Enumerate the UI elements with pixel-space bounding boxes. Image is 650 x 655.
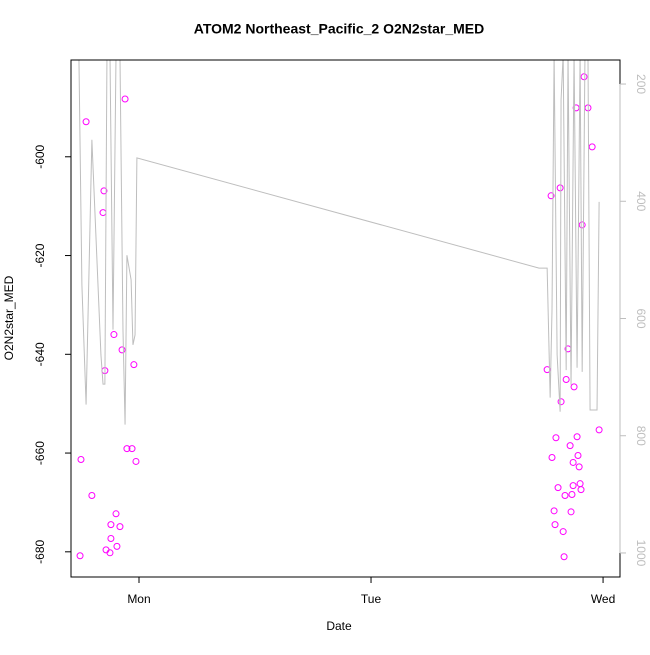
y-tick-label: -660 bbox=[33, 441, 47, 465]
data-point bbox=[112, 510, 120, 518]
data-point bbox=[130, 361, 138, 369]
data-point bbox=[118, 346, 126, 354]
data-point bbox=[82, 118, 90, 126]
data-point bbox=[76, 552, 84, 560]
data-point bbox=[575, 463, 583, 471]
x-tick-label: Mon bbox=[127, 592, 150, 606]
data-point bbox=[577, 486, 585, 494]
data-point bbox=[574, 452, 582, 460]
data-point bbox=[113, 542, 121, 550]
data-point bbox=[100, 187, 108, 195]
data-line bbox=[78, 60, 600, 425]
data-point bbox=[88, 492, 96, 500]
data-point bbox=[569, 482, 577, 490]
y-tick-label: -640 bbox=[33, 342, 47, 366]
data-point bbox=[568, 491, 576, 499]
data-point bbox=[132, 457, 140, 465]
y2-tick-label: 600 bbox=[634, 308, 648, 328]
x-tick-label: Tue bbox=[361, 592, 382, 606]
data-point bbox=[561, 492, 569, 500]
data-point bbox=[562, 375, 570, 383]
data-point bbox=[77, 455, 85, 463]
data-point bbox=[548, 454, 556, 462]
data-point bbox=[559, 528, 567, 536]
y2-tick-label: 400 bbox=[634, 191, 648, 211]
x-tick-label: Wed bbox=[591, 592, 615, 606]
data-point bbox=[123, 445, 131, 453]
data-point bbox=[550, 507, 558, 515]
data-point bbox=[107, 521, 115, 529]
data-point bbox=[543, 366, 551, 374]
y-tick-label: -600 bbox=[33, 144, 47, 168]
data-point bbox=[128, 445, 136, 453]
y-axis-label: O2N2star_MED bbox=[2, 275, 16, 360]
data-point bbox=[556, 184, 564, 192]
y2-tick-label: 1000 bbox=[634, 540, 648, 567]
data-point bbox=[552, 434, 560, 442]
data-point bbox=[557, 398, 565, 406]
data-point bbox=[106, 549, 114, 557]
y2-tick-label: 800 bbox=[634, 426, 648, 446]
data-point bbox=[107, 534, 115, 542]
data-point bbox=[588, 143, 596, 151]
data-point bbox=[554, 484, 562, 492]
plot-area bbox=[76, 60, 603, 561]
data-point bbox=[573, 433, 581, 441]
data-point bbox=[580, 73, 588, 81]
data-point bbox=[567, 508, 575, 516]
data-point bbox=[569, 458, 577, 466]
data-point bbox=[116, 523, 124, 531]
data-point bbox=[551, 521, 559, 529]
data-point bbox=[560, 553, 568, 561]
data-point bbox=[110, 331, 118, 339]
data-point bbox=[570, 383, 578, 391]
data-point bbox=[547, 192, 555, 200]
y-tick-label: -620 bbox=[33, 243, 47, 267]
data-point bbox=[121, 95, 129, 103]
data-point bbox=[595, 426, 603, 434]
chart-title: ATOM2 Northeast_Pacific_2 O2N2star_MED bbox=[194, 21, 484, 37]
data-point bbox=[566, 442, 574, 450]
y-tick-label: -680 bbox=[33, 539, 47, 563]
x-axis-label: Date bbox=[326, 619, 352, 633]
data-point bbox=[578, 221, 586, 229]
y2-tick-label: 200 bbox=[634, 74, 648, 94]
